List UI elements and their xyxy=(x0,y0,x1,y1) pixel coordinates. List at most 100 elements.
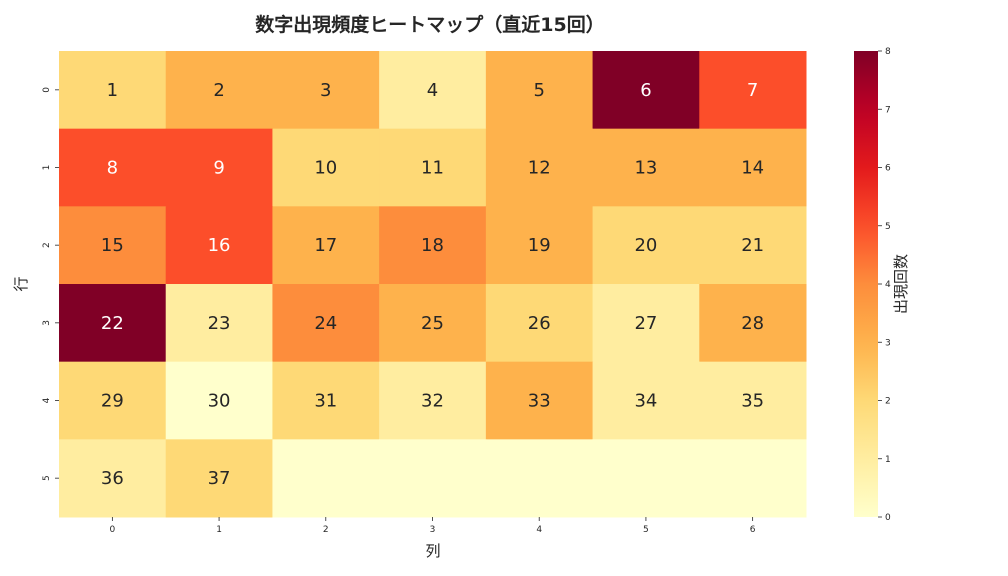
heatmap-cell xyxy=(592,361,700,440)
heatmap-cell xyxy=(592,284,700,363)
cell-number-label: 9 xyxy=(213,158,224,179)
x-tick-label: 2 xyxy=(323,525,329,535)
heatmap-cell xyxy=(592,51,700,130)
heatmap-cell xyxy=(379,439,487,518)
heatmap-cell xyxy=(379,361,487,440)
colorbar-label: 出現回数 xyxy=(892,254,910,314)
cell-number-label: 21 xyxy=(741,235,764,256)
heatmap-cell xyxy=(699,439,807,518)
heatmap-cell xyxy=(485,128,594,207)
heatmap-cell xyxy=(379,206,487,285)
cell-number-label: 33 xyxy=(528,391,551,412)
heatmap-cell xyxy=(272,128,380,207)
x-tick-label: 4 xyxy=(536,525,542,535)
x-axis-label: 列 xyxy=(425,542,440,560)
cell-number-label: 24 xyxy=(314,313,337,334)
heatmap-cell xyxy=(699,128,807,207)
heatmap-cell xyxy=(59,206,167,285)
cell-number-label: 35 xyxy=(741,391,764,412)
heatmap-cell xyxy=(165,128,273,207)
heatmap-cell xyxy=(485,361,594,440)
colorbar xyxy=(854,51,878,517)
heatmap-cell xyxy=(485,284,594,363)
cell-number-label: 23 xyxy=(208,313,231,334)
colorbar-tick-label: 5 xyxy=(885,222,891,232)
colorbar-ticks: 0 1 2 3 4 5 6 7 8 xyxy=(878,47,891,523)
heatmap-cell xyxy=(592,128,700,207)
colorbar-tick-label: 8 xyxy=(885,47,891,57)
cell-number-label: 3 xyxy=(320,80,331,101)
cell-number-label: 13 xyxy=(634,158,657,179)
heatmap-cell xyxy=(59,439,167,518)
cell-number-label: 22 xyxy=(101,313,124,334)
x-tick-label: 0 xyxy=(109,525,115,535)
heatmap-cell xyxy=(592,439,700,518)
heatmap-cell xyxy=(272,284,380,363)
colorbar-tick-label: 0 xyxy=(885,513,891,523)
cell-number-label: 29 xyxy=(101,391,124,412)
cell-number-label: 4 xyxy=(427,80,438,101)
cell-number-label: 11 xyxy=(421,158,444,179)
y-tick-label: 5 xyxy=(42,475,52,481)
heatmap-cell xyxy=(59,284,167,363)
heatmap-cell xyxy=(485,439,594,518)
colorbar-tick-label: 4 xyxy=(885,280,891,290)
colorbar-tick-label: 7 xyxy=(885,105,891,115)
cell-number-label: 1 xyxy=(107,80,118,101)
colorbar-tick-label: 2 xyxy=(885,397,891,407)
y-tick-label: 2 xyxy=(42,242,52,248)
heatmap-cell xyxy=(699,284,807,363)
cell-number-label: 32 xyxy=(421,391,444,412)
cell-number-label: 16 xyxy=(208,235,231,256)
heatmap-cell xyxy=(485,206,594,285)
x-tick-label: 3 xyxy=(430,525,436,535)
heatmap-cell xyxy=(485,51,594,130)
cell-number-label: 6 xyxy=(640,80,651,101)
heatmap-cell xyxy=(272,439,380,518)
heatmap-cell xyxy=(165,361,273,440)
colorbar-tick-label: 3 xyxy=(885,338,891,348)
y-tick-label: 4 xyxy=(42,397,52,403)
heatmap-cell xyxy=(59,128,167,207)
heatmap-cell xyxy=(272,361,380,440)
heatmap-cell xyxy=(272,206,380,285)
heatmap-cell xyxy=(165,439,273,518)
cell-number-label: 12 xyxy=(528,158,551,179)
y-axis-ticks: 0 1 2 3 4 5 xyxy=(42,87,59,481)
cell-number-label: 10 xyxy=(314,158,337,179)
cell-number-label: 30 xyxy=(208,391,231,412)
cell-number-label: 19 xyxy=(528,235,551,256)
cell-number-label: 8 xyxy=(107,158,118,179)
heatmap-cell xyxy=(59,51,167,130)
cell-number-label: 17 xyxy=(314,235,337,256)
colorbar-tick-label: 1 xyxy=(885,455,891,465)
heatmap-cell xyxy=(59,361,167,440)
x-tick-label: 6 xyxy=(750,525,756,535)
cell-number-label: 26 xyxy=(528,313,551,334)
cell-number-label: 25 xyxy=(421,313,444,334)
cell-number-label: 27 xyxy=(634,313,657,334)
cell-number-label: 20 xyxy=(634,235,657,256)
colorbar-tick-label: 6 xyxy=(885,164,891,174)
heatmap-cell xyxy=(165,51,273,130)
cell-number-label: 5 xyxy=(533,80,544,101)
heatmap-cell xyxy=(379,51,487,130)
x-tick-label: 5 xyxy=(643,525,649,535)
heatmap-cell xyxy=(165,206,273,285)
heatmap-cell xyxy=(699,361,807,440)
heatmap-cell xyxy=(272,51,380,130)
cell-number-label: 18 xyxy=(421,235,444,256)
cell-number-label: 7 xyxy=(747,80,758,101)
y-tick-label: 1 xyxy=(42,165,52,171)
x-tick-label: 1 xyxy=(216,525,222,535)
cell-number-label: 36 xyxy=(101,468,124,489)
x-axis-ticks: 0 1 2 3 4 5 6 xyxy=(109,517,756,535)
y-tick-label: 3 xyxy=(42,320,52,326)
heatmap-cell xyxy=(165,284,273,363)
y-axis-label: 行 xyxy=(12,276,30,291)
cell-number-label: 15 xyxy=(101,235,124,256)
cell-number-label: 34 xyxy=(634,391,657,412)
cell-number-label: 37 xyxy=(208,468,231,489)
